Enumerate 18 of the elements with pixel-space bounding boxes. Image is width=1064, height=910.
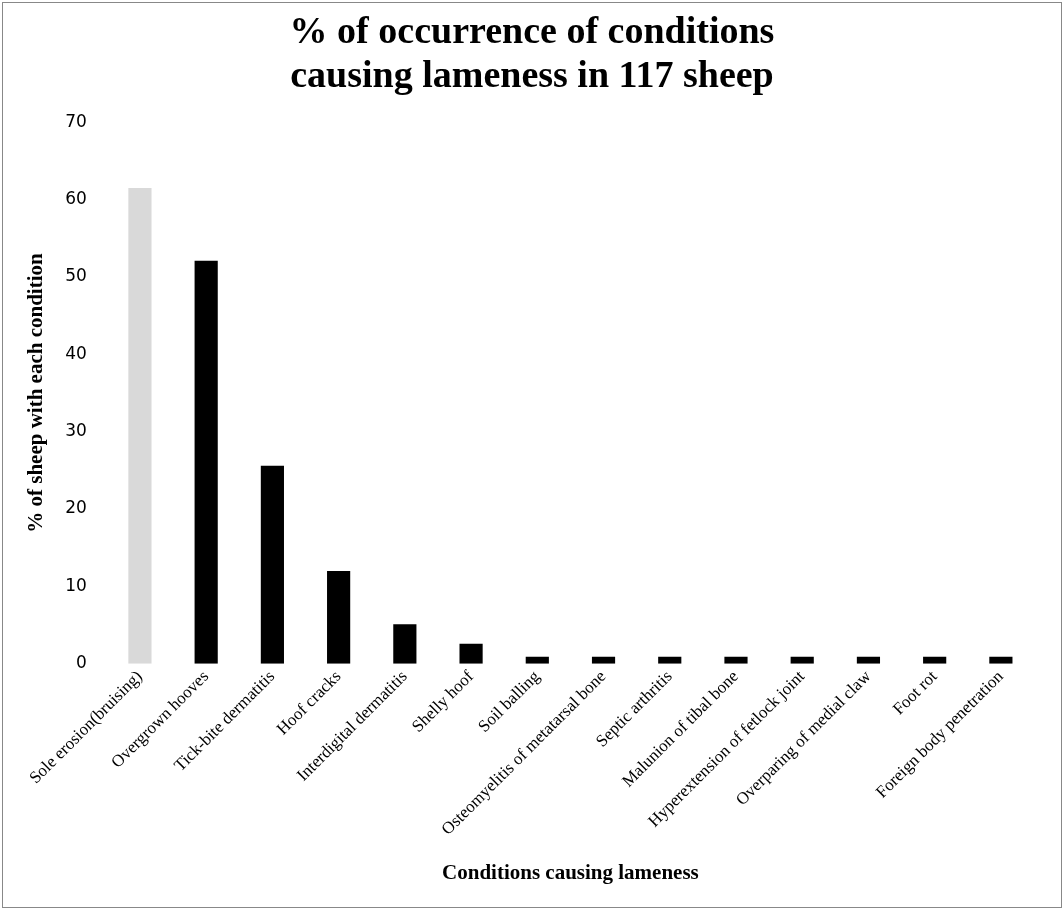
chart-title: % of occurrence of conditions causing lameness in 117 sheep	[288, 8, 776, 96]
y-axis-title: % of sheep with each condition	[23, 252, 48, 533]
bar	[194, 260, 218, 664]
y-tick-label: 60	[65, 187, 87, 208]
x-axis-title: Conditions causing lameness	[442, 859, 699, 884]
bar	[260, 465, 284, 664]
bar	[327, 570, 351, 664]
y-tick-label: 40	[65, 342, 87, 363]
y-tick-label: 70	[65, 110, 87, 131]
y-tick-label: 30	[65, 420, 87, 441]
y-tick-label: 10	[65, 574, 87, 595]
bar	[128, 187, 152, 664]
x-tick-label: Foot rot	[888, 666, 941, 719]
y-tick-label: 0	[76, 652, 87, 673]
y-tick-label: 50	[65, 265, 87, 286]
bar	[393, 624, 417, 664]
bar	[459, 643, 483, 664]
y-tick-label: 20	[65, 497, 87, 518]
